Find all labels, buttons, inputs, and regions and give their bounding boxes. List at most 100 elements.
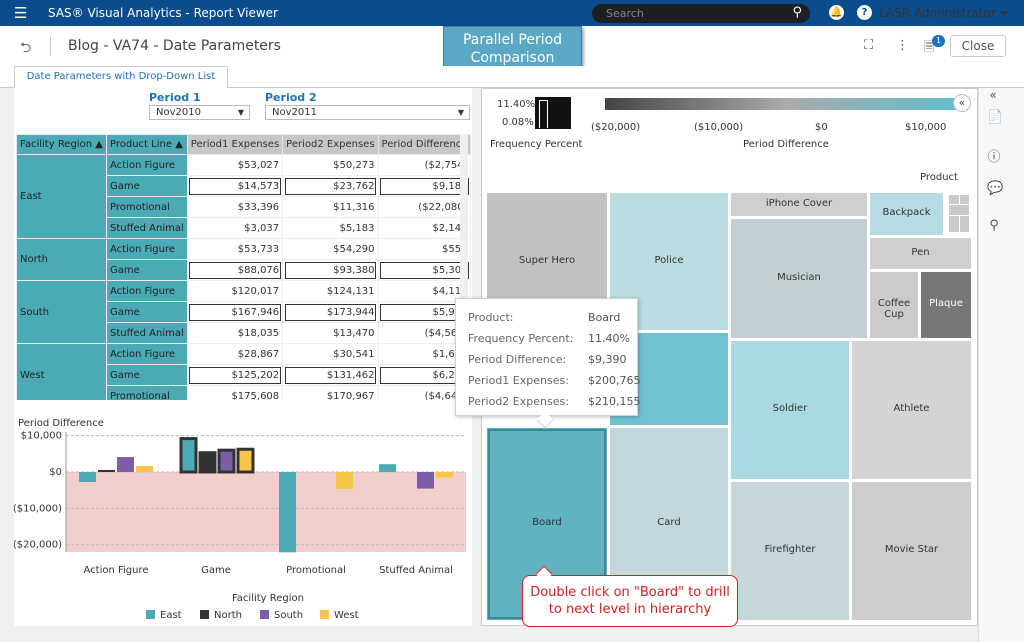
- menu-icon[interactable]: ☰: [14, 4, 28, 22]
- table-row[interactable]: East Action Figure $53,027 $50,273 ($2,754): [16, 154, 472, 239]
- header-facility-region[interactable]: Facility Region ▲: [16, 134, 107, 155]
- product-cell: Game: [106, 259, 188, 281]
- cell: ($4,565): [377, 322, 472, 344]
- search-icon[interactable]: ⚲: [792, 5, 802, 20]
- header-period1[interactable]: Period1 Expenses: [186, 134, 284, 155]
- region-cell: West: [16, 343, 107, 407]
- period2-dropdown[interactable]: Nov2011 ▼: [265, 105, 470, 120]
- y-tick-label: ($10,000): [14, 503, 62, 514]
- chevron-down-icon: ▼: [457, 108, 464, 117]
- chart-title: Period Difference: [18, 418, 104, 429]
- table-row[interactable]: Promotional $33,396 $11,316 ($22,080): [17, 196, 472, 218]
- cell: $33,396: [186, 196, 284, 218]
- period2-label: Period 2: [265, 91, 317, 104]
- tab-date-parameters[interactable]: Date Parameters with Drop-Down List: [14, 66, 228, 89]
- product-cell: Game: [106, 301, 188, 323]
- user-menu[interactable]: LASR Administrator ⏷: [879, 6, 1009, 21]
- expand-icon[interactable]: ⛶: [864, 38, 874, 53]
- cell: $558: [377, 238, 472, 260]
- color-tick: $10,000: [905, 122, 947, 133]
- cell: $53,733: [186, 238, 284, 260]
- bell-icon[interactable]: 🔔: [829, 5, 844, 20]
- more-options-icon[interactable]: ⋮: [896, 38, 909, 53]
- size-legend-box: [535, 97, 571, 129]
- table-row[interactable]: Game $167,946 $173,944 $5,999: [17, 301, 472, 323]
- legend-label: West: [334, 610, 359, 621]
- table-row[interactable]: Game $14,573 $23,762 $9,189: [17, 175, 472, 197]
- tile-firefighter[interactable]: Firefighter: [731, 482, 849, 620]
- tile-movie-star[interactable]: Movie Star: [852, 482, 971, 620]
- product-cell: Game: [106, 175, 188, 197]
- help-icon[interactable]: ?: [857, 5, 872, 20]
- bar: [79, 472, 96, 483]
- collapse-panel-icon[interactable]: «: [989, 88, 997, 102]
- drill-callout: Double click on "Board" to drill to next…: [522, 575, 738, 627]
- close-button[interactable]: Close: [950, 35, 1006, 57]
- table-row[interactable]: Stuffed Animal $18,035 $13,470 ($4,565): [17, 322, 472, 344]
- table-row[interactable]: Game $125,202 $131,462 $6,259: [17, 364, 472, 386]
- product-cell: Promotional: [106, 196, 188, 218]
- table-row[interactable]: South Action Figure $120,017 $124,131 $4,114: [16, 280, 472, 344]
- product-cell: Game: [106, 364, 188, 386]
- period1-dropdown[interactable]: Nov2010 ▼: [149, 105, 250, 120]
- tile-musician[interactable]: Musician: [731, 219, 867, 338]
- tile-pen[interactable]: Pen: [870, 238, 971, 269]
- cell: $131,462: [282, 364, 379, 386]
- page-icon[interactable]: 📄: [987, 110, 1004, 125]
- cell: $124,131: [282, 280, 379, 302]
- header-period-diff[interactable]: Period Difference: [377, 134, 472, 155]
- search-input[interactable]: Search ⚲: [592, 4, 810, 23]
- comment-icon[interactable]: 💬: [987, 181, 1004, 196]
- cell: $54,290: [282, 238, 379, 260]
- bar: [379, 464, 396, 472]
- legend-swatch: [260, 610, 269, 619]
- bar: [136, 465, 153, 472]
- table-row[interactable]: North Action Figure $53,733 $54,290 $558: [16, 238, 472, 281]
- size-legend-max: 11.40%: [497, 99, 536, 110]
- region-cell: East: [16, 154, 107, 239]
- tile-soldier[interactable]: Soldier: [731, 341, 849, 479]
- cell: $93,380: [282, 259, 379, 281]
- back-icon[interactable]: ⮌: [20, 40, 32, 56]
- period1-value: Nov2010: [156, 107, 201, 118]
- cell: $9,189: [377, 175, 472, 197]
- header-period2[interactable]: Period2 Expenses: [282, 134, 379, 155]
- report-title: Blog - VA74 - Date Parameters: [68, 38, 281, 54]
- tooltip-row: Period1 Expenses: $200,765: [468, 374, 641, 387]
- header-product-line[interactable]: Product Line ▲: [106, 134, 188, 155]
- cell: $5,999: [377, 301, 472, 323]
- tile-coffee-cup[interactable]: Coffee Cup: [870, 272, 918, 338]
- comments-icon[interactable]: 🗏: [924, 40, 935, 55]
- sort-icon: ▲: [175, 139, 183, 150]
- bar: [98, 469, 115, 472]
- tile-small-products[interactable]: [945, 193, 971, 235]
- cell: ($2,754): [377, 154, 472, 176]
- cell: $50,273: [282, 154, 379, 176]
- collapse-legend-icon[interactable]: «: [953, 94, 971, 112]
- filter-icon[interactable]: ⚲: [989, 218, 999, 233]
- cell: $11,316: [282, 196, 379, 218]
- app-topbar: ☰ SAS® Visual Analytics - Report Viewer: [0, 0, 1024, 26]
- sort-icon: ▲: [95, 139, 103, 150]
- period2-value: Nov2011: [272, 107, 317, 118]
- cell: $23,762: [282, 175, 379, 197]
- table-row[interactable]: West Action Figure $28,867 $30,541 $1,674: [16, 343, 472, 407]
- tile-iphone-cover[interactable]: iPhone Cover: [731, 193, 867, 216]
- color-tick: ($20,000): [591, 122, 641, 133]
- info-icon[interactable]: ⓘ: [987, 150, 1001, 165]
- y-tick-label: $10,000: [21, 431, 62, 442]
- region-cell: South: [16, 280, 107, 344]
- tile-athlete[interactable]: Athlete: [852, 341, 971, 479]
- color-tick: $0: [815, 122, 828, 133]
- legend-swatch: [146, 610, 155, 619]
- region-cell: North: [16, 238, 107, 281]
- table-row[interactable]: Game $88,076 $93,380 $5,304: [17, 259, 472, 281]
- legend-label: South: [274, 610, 303, 621]
- bar: [279, 472, 296, 553]
- table-scrollbar[interactable]: [460, 134, 468, 400]
- tooltip-row: Frequency Percent: 11.40%: [468, 332, 630, 345]
- tile-plaque[interactable]: Plaque: [921, 272, 971, 338]
- cell: $120,017: [186, 280, 284, 302]
- tile-backpack[interactable]: Backpack: [870, 193, 943, 235]
- product-label: Product: [920, 172, 958, 183]
